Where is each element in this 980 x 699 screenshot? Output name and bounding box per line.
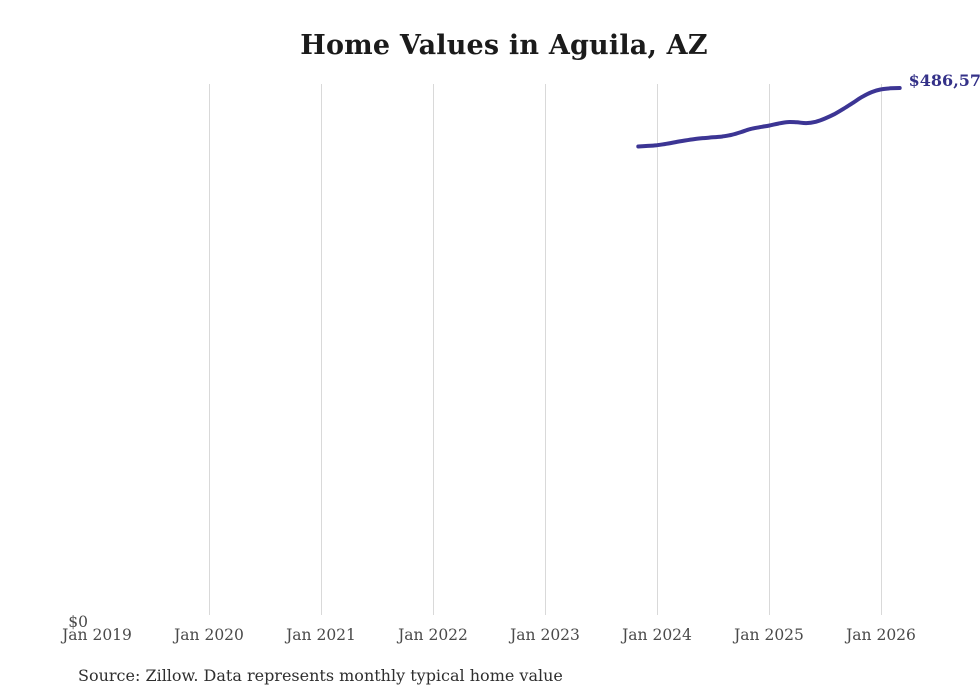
gridline xyxy=(880,84,882,615)
x-axis-tick-label: Jan 2021 xyxy=(286,626,356,644)
gridline xyxy=(544,84,546,615)
gridline xyxy=(432,84,434,615)
chart-title: Home Values in Aguila, AZ xyxy=(300,30,708,61)
x-axis-tick-label: Jan 2024 xyxy=(622,626,692,644)
gridline xyxy=(656,84,658,615)
gridline xyxy=(320,84,322,615)
x-axis-tick-label: Jan 2026 xyxy=(846,626,916,644)
gridline xyxy=(768,84,770,615)
gridline xyxy=(208,84,210,615)
x-axis-tick-label: Jan 2020 xyxy=(174,626,244,644)
x-axis-tick-label: Jan 2019 xyxy=(62,626,132,644)
x-axis-tick-label: Jan 2023 xyxy=(510,626,580,644)
y-axis-zero-label: $0 xyxy=(68,613,88,631)
x-axis-tick-label: Jan 2022 xyxy=(398,626,468,644)
x-axis-tick-label: Jan 2025 xyxy=(734,626,804,644)
end-value-label: $486,57 xyxy=(908,71,980,90)
source-note: Source: Zillow. Data represents monthly … xyxy=(78,666,563,685)
